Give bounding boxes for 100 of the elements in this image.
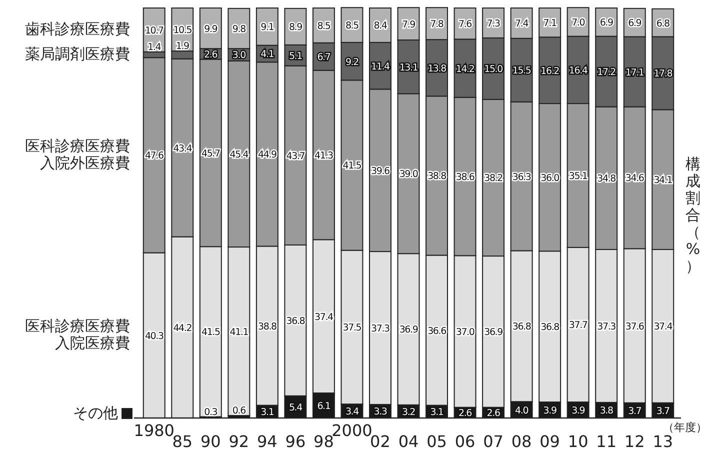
data-label: 1.9 [176,41,190,52]
data-label: 8.4 [374,20,388,32]
data-label: 6.8 [656,18,670,30]
data-label: 7.1 [543,18,557,30]
data-label: 15.5 [512,66,532,77]
data-label: 16.4 [568,65,588,76]
data-label: 44.2 [173,322,192,334]
data-label: 3.9 [572,406,586,417]
x-tick-label: 07 [483,432,504,449]
x-tick-label: 85 [172,432,193,449]
data-label: 3.9 [543,406,557,417]
x-tick-label: 92 [228,432,250,449]
data-label: 5.1 [288,50,303,62]
data-label: 7.8 [430,19,444,30]
data-label: 38.8 [258,321,278,332]
data-label: 41.1 [230,326,249,338]
data-label: 3.1 [430,407,444,418]
data-label: 17.8 [654,68,673,80]
data-label: 0.6 [232,406,246,417]
data-label: 41.5 [342,160,362,172]
data-label: 36.8 [512,322,532,333]
data-label: 6.9 [600,18,614,29]
x-tick-label: 96 [285,432,306,449]
legend-label: その他 [72,404,118,422]
data-label: 7.9 [402,19,416,30]
data-label: 10.5 [173,25,192,36]
data-label: 34.1 [654,175,673,186]
x-tick-label: 98 [314,432,334,449]
data-label: 9.9 [204,24,218,35]
data-label: 3.8 [600,406,614,417]
data-label: 0.3 [204,406,218,418]
x-tick-label: 08 [511,432,532,449]
series-label: 医科診療医療費入院医療費 [24,317,130,352]
x-tick-label: 10 [568,432,588,449]
data-label: 8.5 [345,20,360,32]
data-label: 36.3 [512,172,532,183]
data-label: 2.6 [486,408,500,420]
data-label: 3.0 [232,50,246,62]
data-label: 11.4 [371,61,390,72]
data-label: 17.1 [625,67,644,78]
data-label: 38.8 [428,171,447,182]
data-label: 17.2 [597,67,616,78]
series-label: 歯科診療医療費 [24,20,130,38]
x-tick-label: 94 [257,432,278,449]
series-label: 医科診療医療費入院外医療費 [24,137,130,172]
data-label: 37.3 [597,321,616,332]
data-label: 43.7 [286,150,306,162]
data-label: 43.4 [173,143,192,154]
data-label: 7.6 [458,19,472,30]
data-label: 13.1 [399,62,418,74]
data-label: 37.4 [314,312,334,323]
data-label: 39.0 [399,169,418,180]
data-label: 3.7 [656,406,670,417]
data-label: 36.8 [286,316,306,327]
x-tick-label: 12 [624,432,645,449]
x-tick-label: 13 [652,432,674,449]
x-tick-label: 06 [454,432,476,449]
data-label: 36.6 [428,326,447,337]
data-label: 41.5 [201,327,220,338]
data-label: 7.4 [515,18,529,30]
data-label: 36.0 [540,172,560,184]
data-label: 4.0 [515,405,529,416]
data-label: 37.4 [654,322,673,333]
data-label: 47.6 [144,150,164,162]
x-tick-label: 1980 [134,421,174,440]
data-label: 6.9 [628,18,642,30]
data-label: 13.8 [428,63,447,74]
data-label: 3.4 [345,406,360,418]
data-label: 14.2 [456,64,475,75]
data-label: 7.3 [486,18,500,30]
series-label: 薬局調剤医療費 [24,45,130,64]
x-tick-label: 04 [398,432,419,449]
data-label: 6.1 [317,400,331,412]
data-label: 38.6 [456,172,475,184]
data-label: 36.9 [399,324,418,336]
data-label: 7.0 [572,17,586,28]
data-label: 15.0 [484,64,504,76]
data-label: 3.1 [260,407,274,418]
y-axis-title: 構成割合（%） [684,154,702,274]
data-label: 2.6 [458,408,472,420]
data-label: 37.6 [625,321,644,332]
data-label: 3.2 [402,406,416,418]
data-label: 9.8 [232,24,246,35]
data-label: 1.4 [148,42,162,53]
data-label: 3.7 [628,406,642,417]
data-label: 45.4 [230,149,249,160]
data-label: 44.9 [258,150,278,161]
data-label: 37.3 [371,324,390,335]
data-label: 34.8 [597,174,616,185]
x-tick-label: 02 [370,432,390,449]
data-label: 4.1 [260,49,274,60]
x-tick-label: 2000 [332,421,372,440]
data-label: 37.0 [456,326,475,338]
data-label: 9.1 [260,22,274,34]
text: （年度） [663,421,707,434]
data-label: 41.3 [314,150,334,162]
data-label: 8.9 [288,22,303,34]
x-tick-label: 11 [596,432,617,449]
data-label: 2.6 [204,49,218,60]
x-tick-label: 90 [200,432,221,449]
